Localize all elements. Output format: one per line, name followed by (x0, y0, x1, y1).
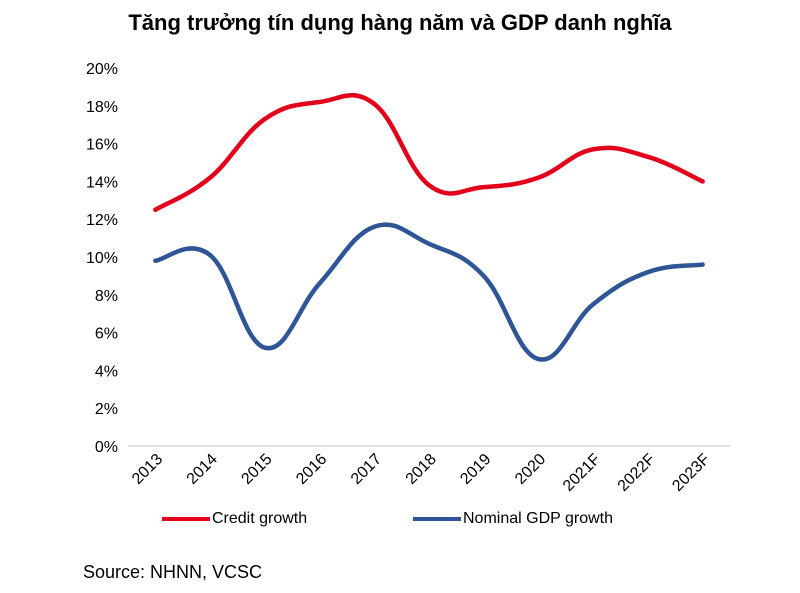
source-note: Source: NHNN, VCSC (83, 562, 263, 582)
x-tick-label: 2022F (615, 451, 659, 495)
y-tick-label: 12% (86, 212, 118, 229)
x-tick-label: 2018 (403, 451, 440, 488)
y-tick-label: 2% (95, 401, 118, 418)
x-axis-ticks: 2013 2014 2015 2016 2017 2018 2019 2020 2021F 202… (129, 451, 714, 495)
x-tick-label: 2021F (560, 451, 604, 495)
y-tick-label: 10% (86, 250, 118, 267)
y-tick-label: 6% (95, 326, 118, 343)
y-tick-label: 16% (86, 137, 118, 154)
x-tick-label: 2014 (184, 451, 221, 488)
x-tick-label: 2020 (512, 451, 549, 488)
y-tick-label: 18% (86, 99, 118, 116)
x-tick-label: 2016 (293, 451, 330, 488)
y-axis-ticks: 0% 2% 4% 6% 8% 10% 12% 14% 16% 18% 20% (86, 61, 118, 456)
legend-item-credit: Credit growth (162, 510, 307, 528)
y-tick-label: 14% (86, 174, 118, 191)
chart-title: Tăng trưởng tín dụng hàng năm và GDP dan… (128, 10, 672, 35)
legend-label-gdp: Nominal GDP growth (463, 510, 613, 527)
x-tick-label: 2019 (457, 451, 494, 488)
legend-label-credit: Credit growth (212, 510, 308, 527)
x-tick-label: 2023F (669, 451, 713, 495)
series-group (153, 93, 705, 362)
y-tick-label: 0% (95, 439, 118, 456)
legend-item-gdp: Nominal GDP growth (413, 510, 613, 528)
y-tick-label: 20% (86, 61, 118, 78)
series-line-credit (153, 93, 705, 212)
x-tick-label: 2017 (348, 451, 385, 488)
legend-swatch-gdp (413, 517, 461, 521)
x-tick-label: 2015 (238, 451, 275, 488)
y-tick-label: 4% (95, 363, 118, 380)
y-tick-label: 8% (95, 288, 118, 305)
legend-swatch-credit (162, 517, 210, 521)
x-tick-label: 2013 (129, 451, 166, 488)
series-line-gdp (153, 222, 705, 362)
